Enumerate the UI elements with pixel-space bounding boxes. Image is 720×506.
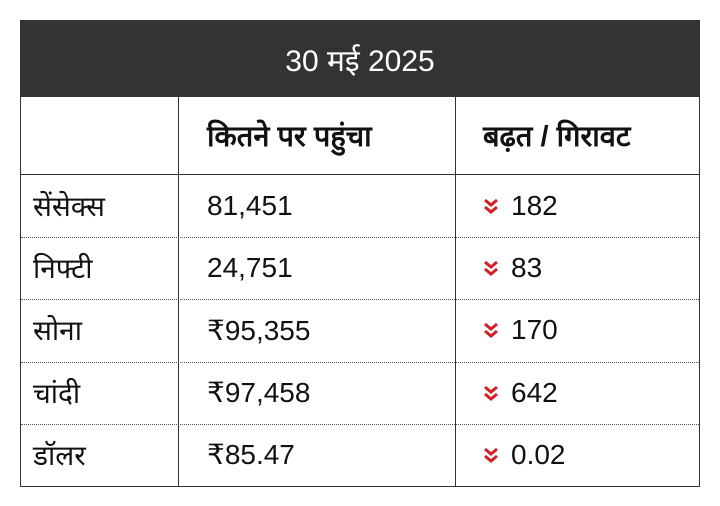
column-divider [178, 97, 179, 486]
cell-text: 170 [511, 314, 558, 346]
change-value: 0.02 [483, 424, 566, 486]
column-header-row: कितने पर पहुंचा बढ़त / गिरावट [21, 97, 699, 175]
cell-text: ₹97,458 [207, 377, 311, 409]
table-row: सेंसेक्स 81,451 182 [21, 175, 699, 237]
cell-text: 642 [511, 376, 558, 408]
change-value: 182 [483, 175, 558, 237]
level-value: ₹95,355 [207, 299, 310, 361]
table-title: 30 मई 2025 [21, 21, 699, 97]
down-icon [484, 323, 498, 339]
level-value: ₹85.47 [207, 424, 295, 486]
down-icon [484, 261, 498, 277]
level-value: 81,451 [207, 175, 293, 237]
row-label: सोना [33, 299, 82, 361]
row-label: सेंसेक्स [33, 175, 105, 237]
table: 30 मई 2025 कितने पर पहुंचा बढ़त / गिरावट… [20, 20, 700, 487]
row-separator [21, 237, 699, 239]
cell-text: डॉलर [33, 439, 86, 471]
column-divider [455, 97, 456, 486]
level-value: ₹97,458 [207, 362, 310, 424]
cell-text: 81,451 [207, 190, 293, 222]
table-row: सोना ₹95,355 170 [21, 299, 699, 361]
change-value: 170 [483, 299, 558, 361]
table-row: डॉलर ₹85.47 0.02 [21, 424, 699, 486]
row-separator [21, 299, 699, 301]
cell-text: सोना [33, 315, 82, 347]
down-icon [484, 447, 498, 463]
cell-text: निफ्टी [33, 253, 93, 285]
row-label: निफ्टी [33, 237, 93, 299]
cell-text: ₹85.47 [207, 439, 295, 471]
down-icon [484, 198, 498, 215]
cell-text: चांदी [33, 377, 81, 409]
change-value: 642 [483, 362, 558, 424]
row-separator [21, 423, 699, 425]
cell-text: 24,751 [207, 252, 293, 284]
row-label: चांदी [33, 362, 80, 424]
cell-text: 83 [511, 252, 543, 284]
cell-text: 182 [511, 190, 558, 222]
cell-text: 0.02 [511, 438, 566, 470]
cell-text: ₹95,355 [207, 314, 311, 346]
column-header: बढ़त / गिरावट [483, 121, 631, 153]
column-header: कितने पर पहुंचा [207, 121, 372, 153]
row-separator [21, 361, 699, 363]
table-row: चांदी ₹97,458 642 [21, 362, 699, 424]
change-value: 83 [483, 237, 542, 299]
table-row: निफ्टी 24,751 83 [21, 237, 699, 299]
cell-text: सेंसेक्स [33, 191, 105, 223]
level-value: 24,751 [207, 237, 293, 299]
down-icon [484, 385, 498, 401]
row-label: डॉलर [33, 424, 86, 486]
